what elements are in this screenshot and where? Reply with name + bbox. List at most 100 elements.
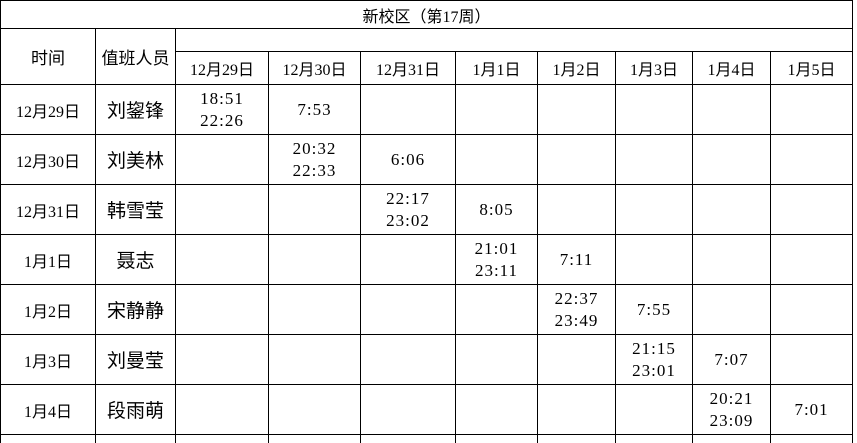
punch-time: 7:55 — [636, 299, 672, 319]
punch-time: 7:07 — [714, 349, 749, 369]
duty-person-name: 刘美林 — [95, 134, 176, 185]
empty-cell — [455, 134, 538, 185]
punch-time: 7:11 — [559, 249, 594, 269]
empty-cell — [455, 384, 538, 435]
empty-cell — [360, 384, 456, 435]
empty-cell — [268, 334, 361, 385]
punch-time: 20:32 — [292, 138, 337, 158]
punch-time: 23:02 — [386, 210, 430, 230]
table-row: 1月1日 聂志 21:01 23:11 7:11 — [0, 234, 854, 285]
empty-cell — [360, 334, 456, 385]
date-header-row: 12月29日 12月30日 12月31日 1月1日 1月2日 1月3日 1月4日 1月5日 — [1, 51, 854, 85]
empty-cell — [537, 184, 616, 235]
empty-cell — [769, 134, 854, 185]
empty-cell — [95, 434, 176, 443]
table-row: 12月29日 刘鋆锋 18:51 22:26 7:53 — [0, 84, 854, 135]
punch-time-cell: 20:32 22:33 — [268, 134, 361, 185]
punch-time-cell: 7:11 — [537, 234, 616, 285]
punch-time-cell: 7:55 — [615, 284, 693, 335]
empty-cell — [268, 234, 361, 285]
row-date: 1月4日 — [0, 384, 96, 435]
punch-time: 22:33 — [292, 160, 337, 180]
empty-cell — [615, 434, 693, 443]
empty-cell — [360, 434, 456, 443]
punch-time: 7:53 — [297, 99, 332, 119]
empty-cell — [769, 434, 854, 443]
partial-bottom-row — [0, 434, 854, 443]
date-column-header: 1月2日 — [537, 51, 616, 85]
empty-cell — [455, 84, 538, 135]
empty-cell — [769, 284, 854, 335]
punch-time-cell: 21:15 23:01 — [615, 334, 693, 385]
row-date: 12月30日 — [0, 134, 96, 185]
duty-person-name: 韩雪莹 — [95, 184, 176, 235]
punch-time: 23:11 — [474, 260, 519, 280]
punch-time: 22:26 — [200, 110, 244, 130]
row-date: 12月31日 — [0, 184, 96, 235]
punch-time: 23:49 — [554, 310, 599, 330]
row-date: 1月2日 — [0, 284, 96, 335]
empty-cell — [175, 184, 269, 235]
empty-cell — [175, 234, 269, 285]
date-column-header: 1月5日 — [769, 51, 854, 85]
empty-cell — [537, 434, 616, 443]
empty-cell — [537, 134, 616, 185]
punch-time-cell: 21:01 23:11 — [455, 234, 538, 285]
empty-cell — [537, 334, 616, 385]
punch-time-cell: 22:37 23:49 — [537, 284, 616, 335]
empty-cell — [615, 234, 693, 285]
empty-cell — [769, 334, 854, 385]
duty-person-name: 聂志 — [95, 234, 176, 285]
empty-cell — [537, 84, 616, 135]
empty-cell — [0, 434, 96, 443]
table-row: 1月4日 段雨萌 20:21 23:09 7:01 — [0, 384, 854, 435]
empty-cell — [268, 284, 361, 335]
empty-cell — [268, 434, 361, 443]
empty-cell — [175, 434, 269, 443]
row-date: 12月29日 — [0, 84, 96, 135]
punch-time-cell: 6:06 — [360, 134, 456, 185]
punch-time: 21:01 — [474, 238, 519, 258]
table-row: 12月31日 韩雪莹 22:17 23:02 8:05 — [0, 184, 854, 235]
duty-person-name: 宋静静 — [95, 284, 176, 335]
empty-cell — [692, 284, 771, 335]
date-column-header: 12月30日 — [268, 51, 361, 85]
empty-cell — [175, 134, 269, 185]
title-row: 新校区（第17周） — [0, 0, 854, 29]
punch-time: 20:21 — [709, 388, 754, 408]
empty-cell — [268, 384, 361, 435]
duty-person-name: 刘曼莹 — [95, 334, 176, 385]
table-row: 1月3日 刘曼莹 21:15 23:01 7:07 — [0, 334, 854, 385]
header-band-row: 时间 值班人员 — [0, 28, 854, 85]
punch-time-cell: 8:05 — [455, 184, 538, 235]
empty-cell — [455, 434, 538, 443]
duty-person-name: 刘鋆锋 — [95, 84, 176, 135]
empty-cell — [360, 284, 456, 335]
empty-cell — [769, 184, 854, 235]
date-column-header: 1月1日 — [455, 51, 538, 85]
punch-time-cell: 7:01 — [769, 384, 854, 435]
empty-cell — [455, 334, 538, 385]
punch-time: 18:51 — [200, 88, 244, 108]
empty-cell — [360, 84, 456, 135]
date-column-header: 12月29日 — [175, 51, 269, 85]
punch-time-cell: 18:51 22:26 — [175, 84, 269, 135]
empty-cell — [175, 284, 269, 335]
punch-time: 23:09 — [709, 410, 754, 430]
page-title: 新校区（第17周） — [0, 0, 854, 29]
punch-time: 7:01 — [794, 399, 829, 419]
table-row: 1月2日 宋静静 22:37 23:49 7:55 — [0, 284, 854, 335]
empty-cell — [615, 134, 693, 185]
punch-time: 21:15 — [632, 338, 676, 358]
empty-cell — [175, 334, 269, 385]
date-column-header: 1月3日 — [615, 51, 693, 85]
empty-cell — [692, 134, 771, 185]
row-date: 1月1日 — [0, 234, 96, 285]
date-column-header: 1月4日 — [692, 51, 771, 85]
row-date: 1月3日 — [0, 334, 96, 385]
roster-body: 12月29日 刘鋆锋 18:51 22:26 7:53 12月30日 刘美林 20:32 22:… — [0, 84, 854, 443]
empty-cell — [268, 184, 361, 235]
empty-cell — [175, 384, 269, 435]
